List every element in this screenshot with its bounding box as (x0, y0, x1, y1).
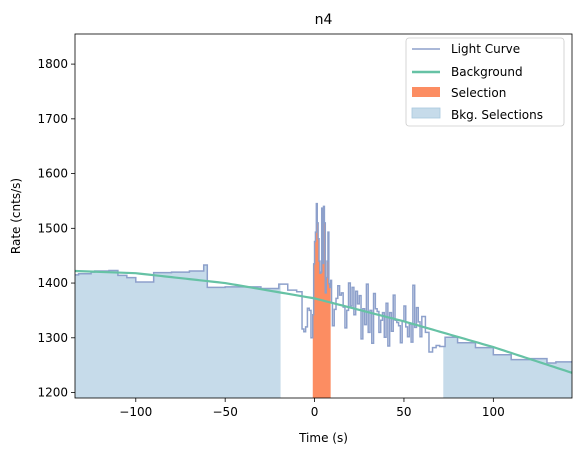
light-curve-line (75, 202, 572, 364)
x-tick-label: 50 (396, 405, 411, 419)
bkg-selections-layer (75, 264, 572, 398)
chart-title: n4 (315, 12, 333, 28)
y-tick-label: 1300 (37, 331, 68, 345)
y-tick-label: 1800 (37, 57, 68, 71)
background-curve (75, 269, 572, 374)
legend-light-curve-label: Light Curve (451, 42, 520, 56)
legend: Light Curve Background Selection Bkg. Se… (405, 37, 565, 127)
x-axis-label: Time (s) (298, 431, 348, 445)
legend-selection-label: Selection (451, 86, 506, 100)
x-tick-label: 0 (311, 405, 319, 419)
plot-frame (74, 33, 573, 399)
y-tick-label: 1600 (37, 167, 68, 181)
light-curve-layer (75, 202, 572, 364)
y-tick-label: 1500 (37, 221, 68, 235)
y-axis: 1200 1300 1400 1500 1600 1700 1800 (37, 57, 75, 400)
x-tick-label: −50 (213, 405, 238, 419)
y-axis-label: Rate (cnts/s) (9, 178, 23, 254)
legend-selection-swatch (412, 87, 440, 97)
x-tick-label: −100 (119, 405, 152, 419)
background-layer (75, 269, 572, 374)
x-tick-label: 100 (482, 405, 505, 419)
bkg-selection-region-0 (75, 264, 281, 398)
legend-bkg-selections-swatch (411, 107, 441, 119)
legend-box (405, 37, 565, 127)
legend-background-label: Background (451, 65, 523, 79)
y-tick-label: 1400 (37, 276, 68, 290)
y-tick-label: 1700 (37, 112, 68, 126)
x-axis: −100 −50 0 50 100 (119, 398, 505, 419)
legend-bkg-selections-label: Bkg. Selections (451, 108, 543, 122)
y-tick-label: 1200 (37, 386, 68, 400)
bkg-selection-region-1 (443, 337, 572, 398)
